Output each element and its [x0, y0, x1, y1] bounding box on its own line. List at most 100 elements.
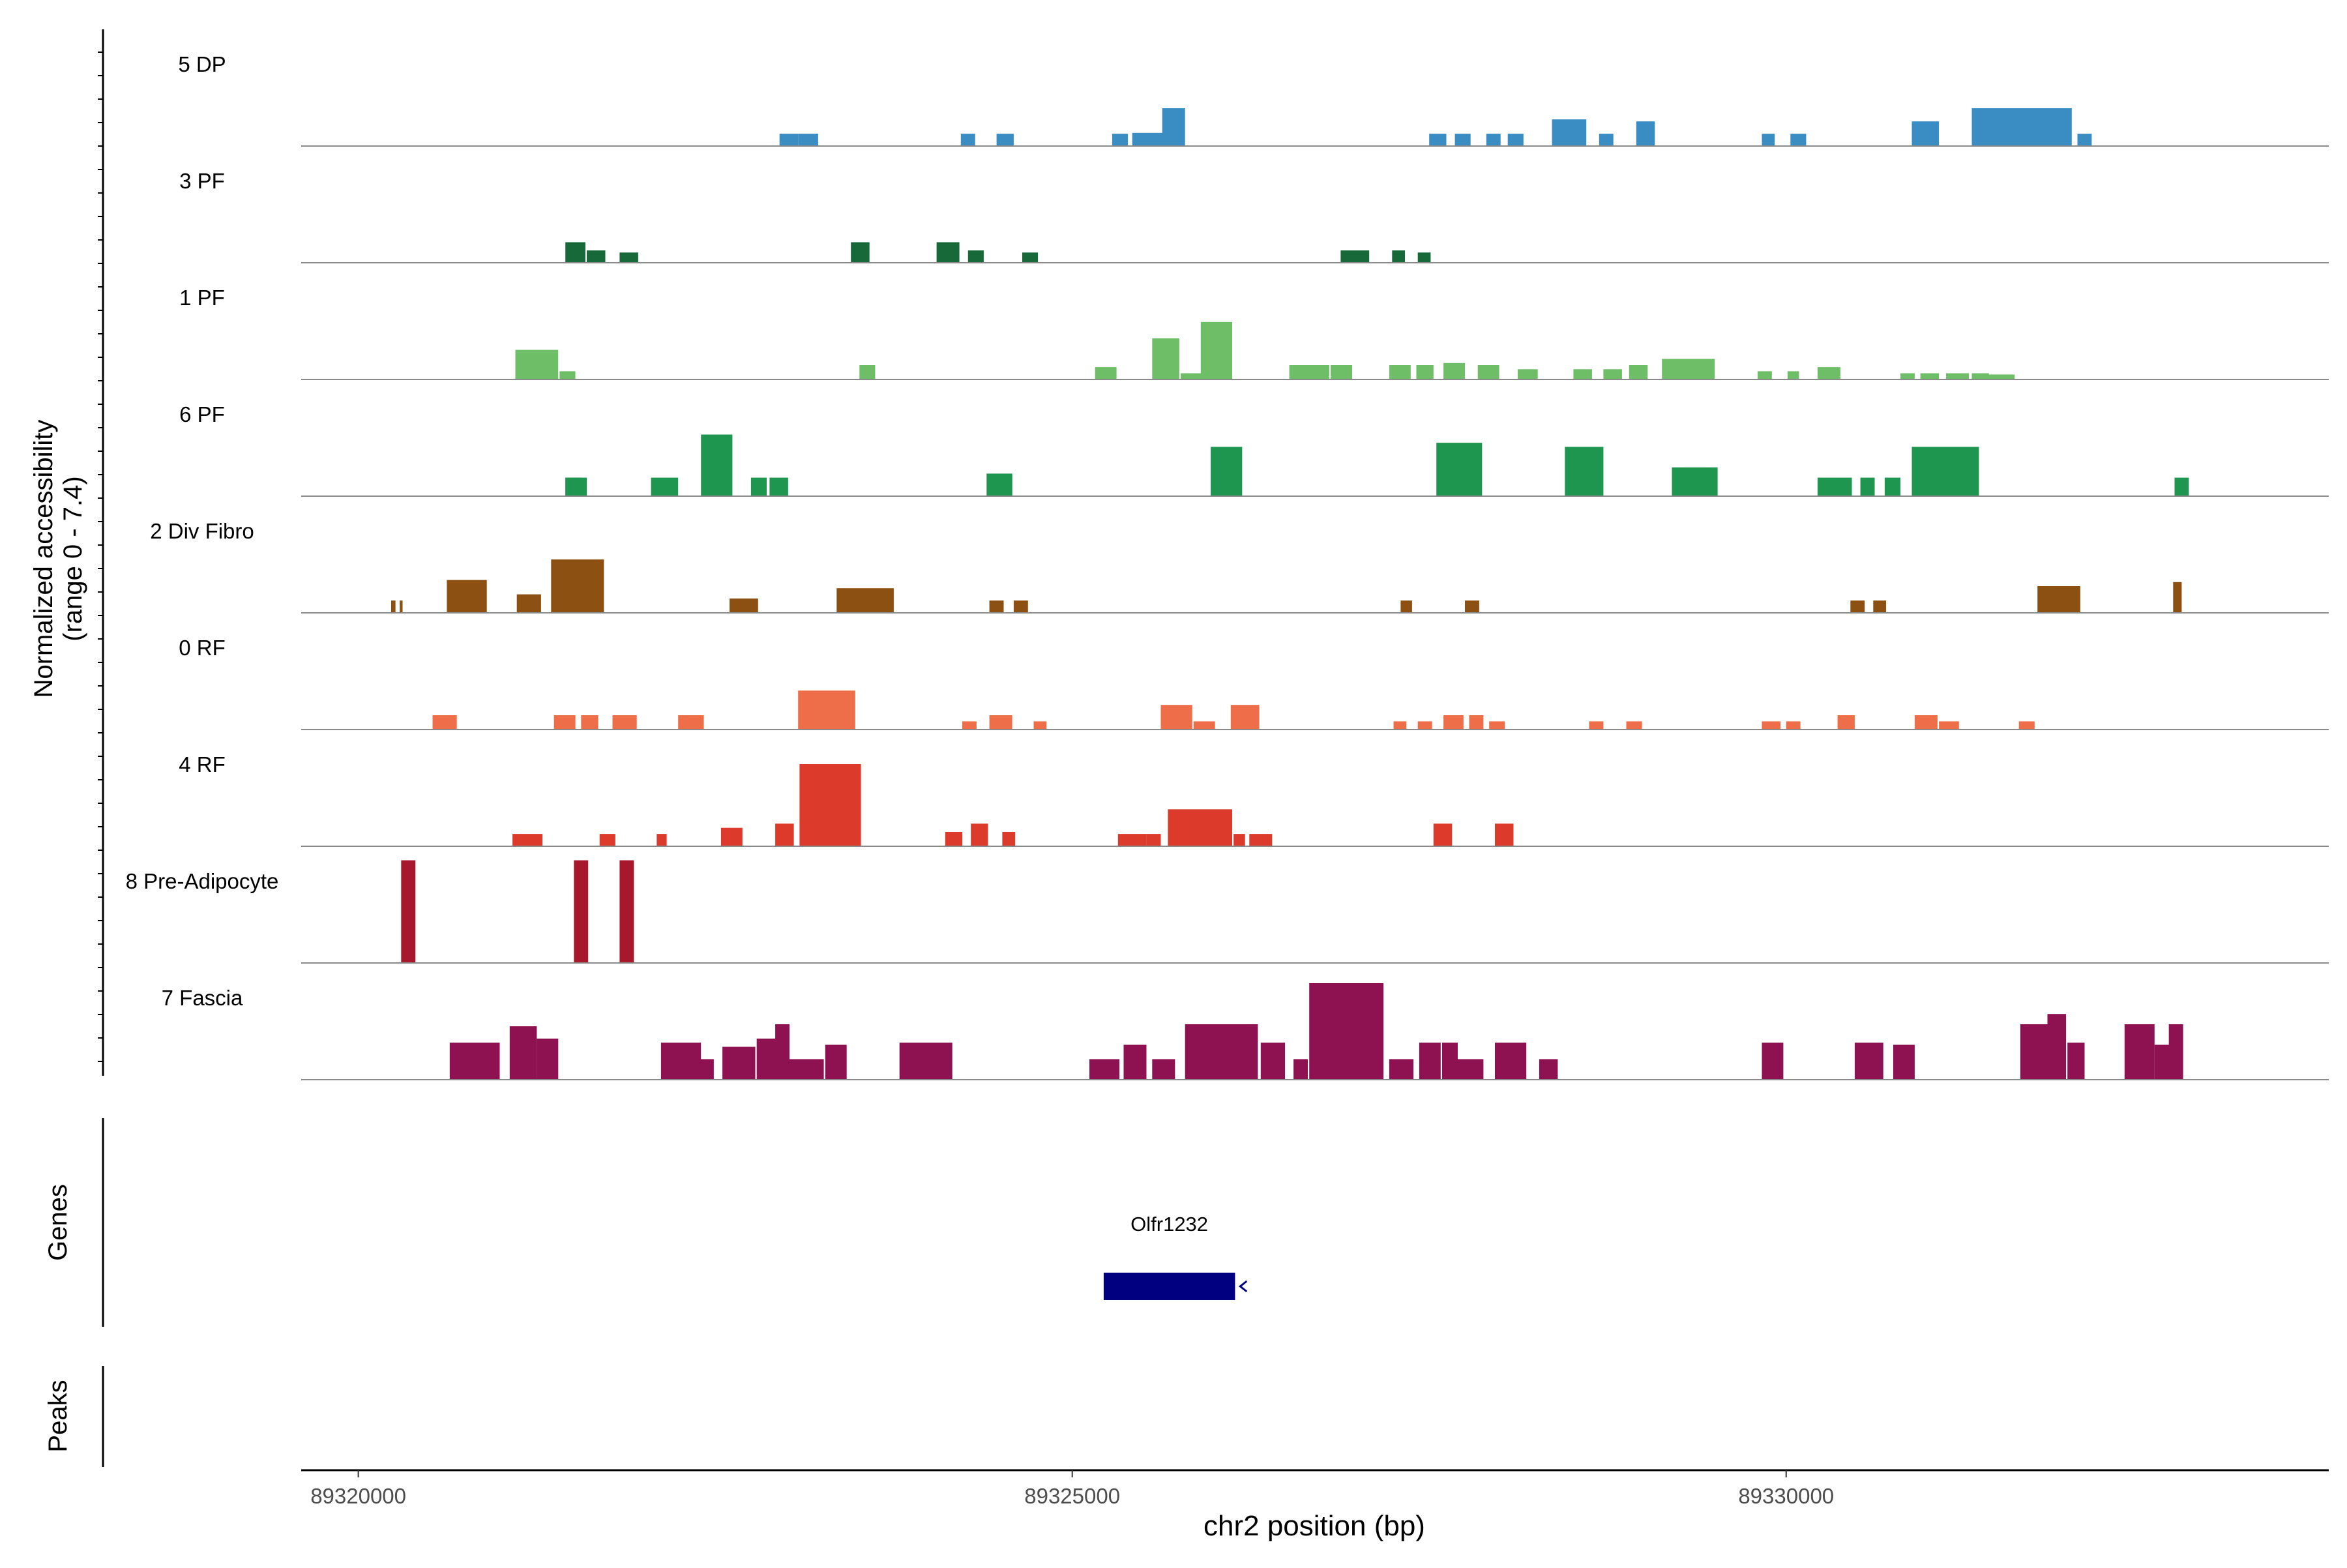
coverage-peak [1477, 365, 1499, 379]
coverage-peak [967, 250, 984, 263]
coverage-peak [1389, 1059, 1414, 1080]
x-axis-title: chr2 position (bp) [1203, 1510, 1425, 1542]
coverage-peak [574, 860, 589, 963]
coverage-peak [565, 242, 585, 263]
coverage-peak [565, 477, 582, 496]
coverage-peak [1573, 369, 1592, 380]
coverage-peak [1233, 834, 1245, 846]
coverage-peak [1123, 1044, 1147, 1080]
x-axis: 89320000 89325000 89330000 chr2 position (… [301, 1469, 2329, 1542]
track-label: 3 PF [179, 169, 225, 193]
coverage-peak [769, 477, 788, 496]
coverage-peak [825, 1044, 847, 1080]
coverage-peak [1185, 1024, 1258, 1080]
coverage-peak [2168, 1024, 2183, 1080]
coverage-peak [2173, 582, 2182, 614]
coverage-peak [1429, 134, 1447, 146]
coverage-peak [391, 600, 396, 613]
coverage-peak [989, 715, 1012, 730]
coverage-peak [512, 834, 543, 846]
coverage-peak [1884, 477, 1900, 496]
coverage-peak [651, 477, 679, 496]
coverage-peak [1914, 715, 1938, 730]
coverage-peak [798, 690, 855, 730]
coverage-peak [1211, 447, 1243, 496]
coverage-peak [1469, 715, 1484, 730]
coverage-peak [788, 1059, 824, 1080]
coverage-peak [432, 715, 457, 730]
coverage-peak [1443, 715, 1464, 730]
coverage-y-axis-ticks [98, 52, 103, 1062]
coverage-peak [779, 134, 799, 146]
x-axis-tick-label: 89330000 [1738, 1484, 1834, 1508]
coverage-peak [1912, 447, 1979, 496]
coverage-peak [1920, 373, 1940, 379]
coverage-peak [1389, 365, 1411, 379]
coverage-peak [1443, 362, 1465, 379]
gene-annotations: Olfr1232 [1103, 1213, 1248, 1300]
coverage-peak [1757, 371, 1772, 379]
coverage-peak [1293, 1059, 1308, 1080]
coverage-peak [1518, 369, 1538, 380]
coverage-peak [798, 134, 818, 146]
coverage-peak [1860, 477, 1875, 496]
coverage-peak [447, 580, 487, 613]
track-0-rf: 0 RF [179, 636, 2329, 730]
coverage-peak [1146, 834, 1161, 846]
track-2-div-fibro: 2 Div Fibro [150, 519, 2329, 614]
coverage-peak [989, 600, 1004, 613]
coverage-peak [619, 252, 638, 263]
coverage-peak [1416, 365, 1434, 379]
coverage-peak [986, 473, 1012, 497]
coverage-peak [1599, 134, 1614, 146]
coverage-peak [936, 242, 960, 263]
coverage-peak [1393, 721, 1407, 730]
coverage-peak [1433, 823, 1453, 846]
coverage-peak [899, 1043, 952, 1080]
coverage-peak [1762, 134, 1775, 146]
coverage-peak [2018, 721, 2035, 730]
coverage-peak [537, 1039, 559, 1080]
coverage-peak [612, 715, 637, 730]
coverage-peak [1489, 721, 1505, 730]
peaks-panel: Peaks [44, 1366, 104, 1467]
coverage-peak [1160, 705, 1192, 730]
coverage-peak [2067, 1043, 2085, 1080]
coverage-peak [1002, 832, 1016, 846]
coverage-peak [1419, 1043, 1441, 1080]
coverage-peak [449, 1043, 500, 1080]
genes-panel: Genes Olfr1232 [44, 1118, 1248, 1327]
coverage-peak [1850, 600, 1865, 613]
coverage-peak [554, 715, 576, 730]
coverage-peak [1636, 121, 1655, 146]
coverage-peak [1971, 108, 2072, 146]
coverage-peak [516, 594, 541, 613]
coverage-peak [1946, 373, 1969, 379]
coverage-peak [1117, 834, 1147, 846]
coverage-peak [1837, 715, 1855, 730]
coverage-peak [700, 1059, 714, 1080]
coverage-peak [1249, 834, 1273, 846]
coverage-peak [1230, 705, 1260, 730]
coverage-peak [1626, 721, 1642, 730]
coverage-peak [619, 860, 634, 963]
coverage-peak [1971, 373, 1989, 379]
coverage-peak [1495, 1043, 1527, 1080]
coverage-peak [657, 834, 667, 846]
coverage-peak [1454, 134, 1471, 146]
coverage-peak [2124, 1024, 2155, 1080]
gene-strand-arrow [1238, 1280, 1248, 1293]
coverage-peak [1013, 600, 1028, 613]
coverage-peak [859, 365, 876, 379]
x-axis-ticks: 89320000 89325000 89330000 [310, 1470, 1834, 1508]
coverage-peak [1762, 1043, 1784, 1080]
coverage-peak [1289, 365, 1329, 379]
track-4-rf: 4 RF [179, 752, 2329, 847]
coverage-peak [678, 715, 704, 730]
coverage-peak [1762, 721, 1780, 730]
coverage-peak [1417, 252, 1431, 263]
coverage-peak [515, 349, 559, 379]
coverage-peak [400, 600, 403, 613]
